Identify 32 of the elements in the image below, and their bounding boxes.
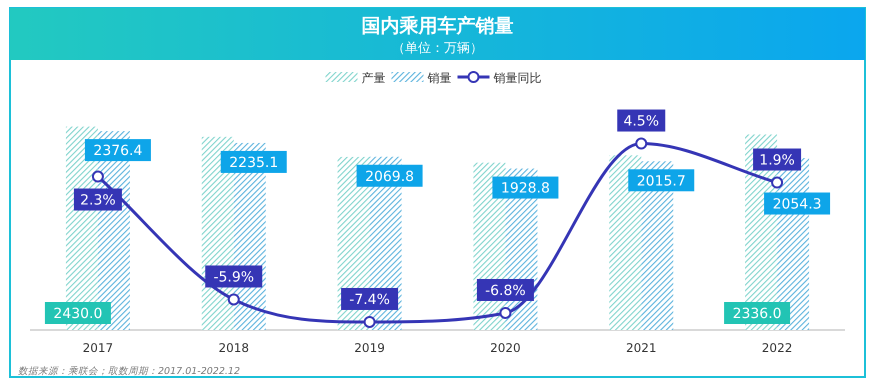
data-label: 2.3% xyxy=(80,192,116,209)
legend-label: 产量 xyxy=(362,71,386,85)
data-label: 2376.4 xyxy=(93,143,142,160)
data-label: -7.4% xyxy=(349,292,390,308)
data-label: -5.9% xyxy=(213,269,254,286)
data-label: 2430.0 xyxy=(53,306,102,322)
x-tick-label: 2017 xyxy=(82,341,114,355)
point xyxy=(228,293,240,306)
data-label: 4.5% xyxy=(623,114,660,130)
chart-subtitle: （单位：万辆） xyxy=(392,41,483,56)
point xyxy=(364,316,376,328)
data-label: 2054.3 xyxy=(772,196,822,213)
data-label: 2336.0 xyxy=(732,306,782,322)
data-label: 1.9% xyxy=(759,152,795,169)
point xyxy=(771,176,784,189)
x-tick-label: 2019 xyxy=(354,341,385,355)
x-tick-label: 2021 xyxy=(626,341,657,355)
x-tick-label: 2018 xyxy=(218,341,250,355)
data-label: 2069.8 xyxy=(365,168,414,185)
legend-label: 销量同比 xyxy=(492,71,542,85)
x-tick-label: 2022 xyxy=(762,341,792,355)
point xyxy=(635,138,648,150)
data-label: 1928.8 xyxy=(500,180,550,197)
legend-label: 销量 xyxy=(426,71,452,85)
x-tick-label: 2020 xyxy=(490,341,521,355)
data-label: 2235.1 xyxy=(229,154,278,171)
point xyxy=(92,170,104,183)
point xyxy=(499,306,512,319)
data-label: 2015.7 xyxy=(636,173,686,190)
chart-title: 国内乘用车产销量 xyxy=(362,15,514,37)
data-label: -6.8% xyxy=(485,282,526,299)
source-note: 数据来源：乘联会；取数周期：2017.01-2022.12 xyxy=(18,366,240,377)
